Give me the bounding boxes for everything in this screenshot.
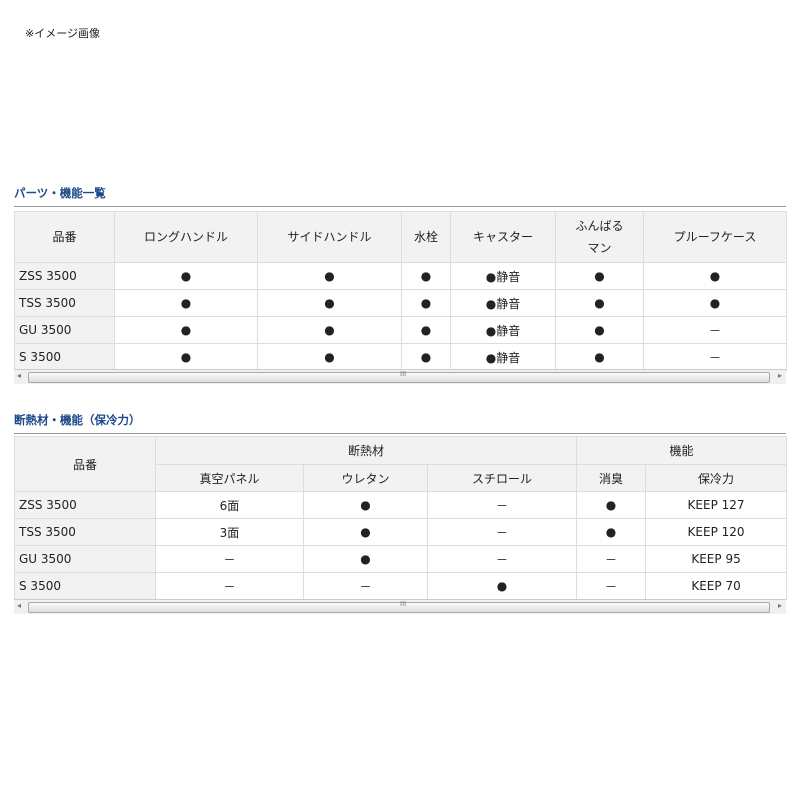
column-header: ウレタン bbox=[303, 464, 428, 492]
table-cell: ● bbox=[257, 262, 402, 290]
section-title-parts: パーツ・機能一覧 bbox=[14, 186, 106, 200]
part-number-cell: S 3500 bbox=[14, 572, 156, 600]
table-cell: ● bbox=[303, 491, 428, 519]
divider bbox=[14, 206, 786, 207]
table-row: GU 3500 － ● －－ KEEP 95 bbox=[14, 545, 788, 573]
table-cell: － bbox=[155, 545, 304, 573]
table-cell: ● bbox=[555, 262, 644, 290]
table-cell: － bbox=[643, 343, 787, 371]
part-number-cell: ZSS 3500 bbox=[14, 262, 115, 290]
divider bbox=[14, 433, 786, 434]
table-cell: KEEP 70 bbox=[645, 572, 788, 600]
column-header: スチロール bbox=[426, 464, 578, 492]
column-header: ふんばる マン bbox=[555, 211, 644, 263]
part-number-cell: S 3500 bbox=[14, 343, 115, 371]
table-cell: ● bbox=[303, 545, 428, 573]
column-header: 品番 bbox=[14, 211, 115, 263]
horizontal-scrollbar[interactable]: ◂ III ▸ bbox=[14, 599, 786, 614]
scroll-thumb[interactable] bbox=[28, 372, 770, 383]
header-part-number: 品番 bbox=[14, 436, 156, 492]
column-header: 保冷力 bbox=[645, 464, 788, 492]
part-number-cell: TSS 3500 bbox=[14, 289, 115, 317]
table-cell: ● bbox=[401, 316, 451, 344]
column-header: プルーフケース bbox=[643, 211, 787, 263]
grip-icon: III bbox=[400, 370, 407, 378]
horizontal-scrollbar[interactable]: ◂ III ▸ bbox=[14, 369, 786, 384]
insulation-table: 品番 断熱材 機能 真空パネル ウレタン スチロール 消臭 保冷力 ZSS 3500 6面… bbox=[14, 436, 788, 600]
table-cell: ● bbox=[114, 262, 258, 290]
table-row: TSS 3500 ● ● ● ●静音 ● ● bbox=[14, 289, 787, 317]
table-cell: ● bbox=[401, 262, 451, 290]
part-number-cell: GU 3500 bbox=[14, 545, 156, 573]
parts-table: 品番 ロングハンドル サイドハンドル 水栓 キャスター ふんばる マン プルーフケース ZS… bbox=[14, 211, 787, 371]
table-cell: ● bbox=[303, 518, 428, 546]
table-cell: 3面 bbox=[155, 518, 304, 546]
column-header: サイドハンドル bbox=[257, 211, 402, 263]
scroll-right-icon[interactable]: ▸ bbox=[777, 371, 782, 380]
column-header: 真空パネル bbox=[155, 464, 304, 492]
table-cell: － bbox=[303, 572, 428, 600]
table-row: ZSS 3500 6面 ● － ● KEEP 127 bbox=[14, 491, 788, 519]
table-cell: ● bbox=[401, 343, 451, 371]
scroll-left-icon[interactable]: ◂ bbox=[17, 371, 22, 380]
table-cell: ●静音 bbox=[450, 343, 556, 371]
table-cell: ● bbox=[114, 343, 258, 371]
header-insulation: 断熱材 bbox=[154, 436, 578, 465]
table-cell: ●静音 bbox=[450, 262, 556, 290]
table-cell: ● bbox=[576, 518, 647, 546]
table-cell: ● bbox=[401, 289, 451, 317]
section-title-insulation: 断熱材・機能（保冷力） bbox=[14, 413, 141, 427]
table-cell: ● bbox=[576, 491, 647, 519]
table-cell: － bbox=[643, 316, 787, 344]
table-cell: 6面 bbox=[155, 491, 304, 519]
column-header: 水栓 bbox=[401, 211, 451, 263]
part-number-cell: ZSS 3500 bbox=[14, 491, 156, 519]
table-cell: ● bbox=[114, 289, 258, 317]
table-cell: ● bbox=[555, 316, 644, 344]
table-cell: － bbox=[426, 545, 578, 573]
table-cell: ● bbox=[555, 289, 644, 317]
table-cell: ● bbox=[257, 316, 402, 344]
table-cell: KEEP 95 bbox=[645, 545, 788, 573]
table-cell: － bbox=[576, 545, 647, 573]
table-cell: ● bbox=[257, 289, 402, 317]
header-function: 機能 bbox=[576, 436, 788, 465]
table-cell: － bbox=[155, 572, 304, 600]
table-cell: ● bbox=[643, 262, 787, 290]
table-row: S 3500 －－ ● － KEEP 70 bbox=[14, 572, 788, 600]
table-cell: ●静音 bbox=[450, 316, 556, 344]
image-note: ※イメージ画像 bbox=[25, 27, 100, 40]
scroll-thumb[interactable] bbox=[28, 602, 770, 613]
table-cell: KEEP 127 bbox=[645, 491, 788, 519]
table-cell: ● bbox=[257, 343, 402, 371]
table-cell: ● bbox=[426, 572, 578, 600]
table-cell: KEEP 120 bbox=[645, 518, 788, 546]
table-cell: － bbox=[426, 491, 578, 519]
part-number-cell: TSS 3500 bbox=[14, 518, 156, 546]
scroll-left-icon[interactable]: ◂ bbox=[17, 601, 22, 610]
table-cell: － bbox=[426, 518, 578, 546]
column-header: キャスター bbox=[450, 211, 556, 263]
part-number-cell: GU 3500 bbox=[14, 316, 115, 344]
table-row: TSS 3500 3面 ● － ● KEEP 120 bbox=[14, 518, 788, 546]
table-cell: ●静音 bbox=[450, 289, 556, 317]
grip-icon: III bbox=[400, 600, 407, 608]
table-row: ZSS 3500 ● ● ● ●静音 ● ● bbox=[14, 262, 787, 290]
table-row: S 3500 ● ● ● ●静音 ● － bbox=[14, 343, 787, 371]
column-header: ロングハンドル bbox=[114, 211, 258, 263]
table-cell: － bbox=[576, 572, 647, 600]
scroll-right-icon[interactable]: ▸ bbox=[777, 601, 782, 610]
table-cell: ● bbox=[643, 289, 787, 317]
table-cell: ● bbox=[555, 343, 644, 371]
column-header: 消臭 bbox=[576, 464, 647, 492]
table-cell: ● bbox=[114, 316, 258, 344]
table-row: GU 3500 ● ● ● ●静音 ● － bbox=[14, 316, 787, 344]
